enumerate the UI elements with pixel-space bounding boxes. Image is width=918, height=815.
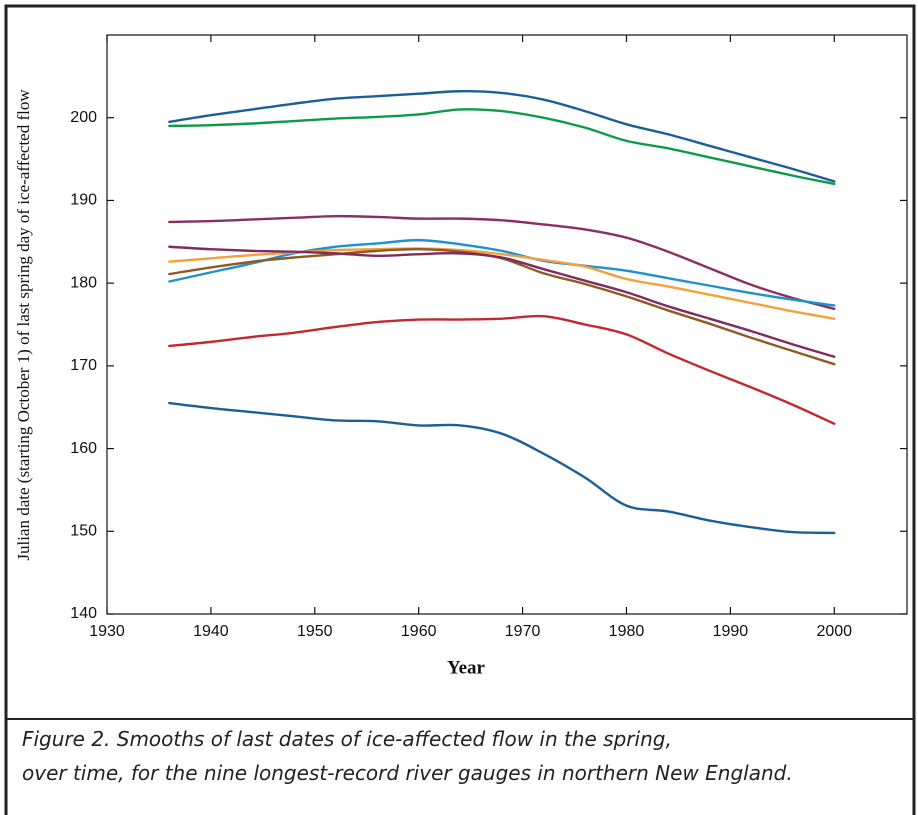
x-tick-label: 1980 — [609, 623, 645, 640]
x-tick-label: 1990 — [713, 623, 749, 640]
x-tick-label: 1960 — [401, 623, 437, 640]
series-line — [168, 108, 836, 186]
x-tick-label: 1970 — [505, 623, 541, 640]
caption-line: over time, for the nine longest-record r… — [22, 761, 793, 785]
x-tick-label: 2000 — [816, 623, 852, 640]
series-line — [168, 314, 836, 425]
series-line — [168, 238, 836, 307]
y-axis-label: Julian date (starting October 1) of last… — [14, 89, 33, 561]
plot-frame — [106, 34, 908, 615]
series-line — [168, 245, 836, 358]
series-line — [168, 90, 836, 183]
y-tick-label: 140 — [70, 605, 97, 622]
y-tick-label: 180 — [70, 274, 97, 291]
x-tick-label: 1950 — [297, 623, 333, 640]
x-tick-label: 1940 — [193, 623, 229, 640]
y-tick-label: 160 — [70, 440, 97, 457]
series-line — [168, 214, 836, 310]
y-tick-label: 150 — [70, 523, 97, 540]
x-axis-label: Year — [447, 657, 486, 678]
frame — [4, 4, 916, 815]
caption-line: Figure 2. Smooths of last dates of ice-a… — [22, 727, 672, 751]
y-tick-label: 200 — [70, 109, 97, 126]
series-line — [168, 247, 836, 320]
series-line — [168, 401, 836, 535]
x-tick-label: 1930 — [89, 623, 125, 640]
y-tick-label: 170 — [70, 357, 97, 374]
y-tick-label: 190 — [70, 192, 97, 209]
